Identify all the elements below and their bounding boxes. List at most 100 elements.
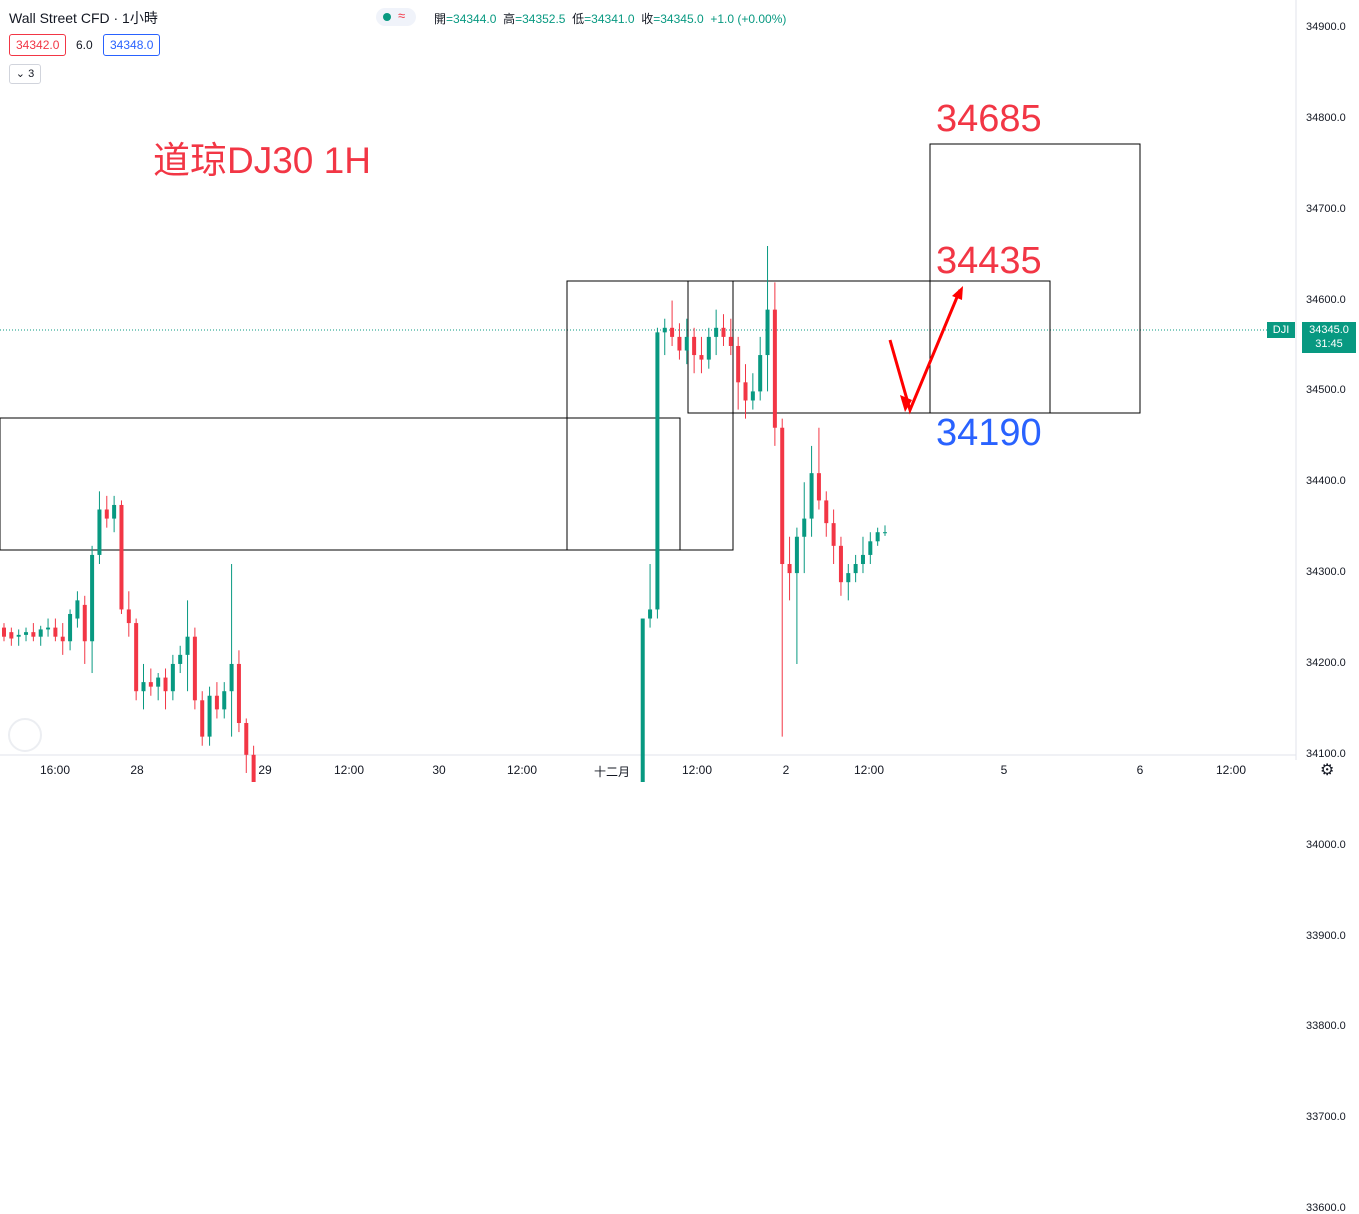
current-price: 34345.0 (1309, 324, 1349, 336)
chevron-down-icon: ⌄ (15, 68, 26, 80)
time-axis-label: 2 (782, 763, 790, 777)
candle-body (229, 663, 234, 692)
candle-body (192, 636, 197, 701)
candle-body (200, 700, 205, 737)
candle-body (236, 663, 241, 724)
candle-body (163, 677, 168, 692)
sell-price-button[interactable]: 34342.0 (9, 34, 67, 56)
candle-body (853, 564, 858, 574)
candle-body (875, 532, 880, 542)
candle-body (816, 473, 821, 501)
candle-body (60, 636, 65, 642)
low-value: =34341.0 (584, 12, 635, 26)
candle-body (706, 336, 711, 360)
drawing-rectangle-2 (687, 280, 1051, 414)
buy-price-button[interactable]: 34348.0 (103, 34, 161, 56)
price-axis-label: 34400.0 (1306, 475, 1346, 488)
candle-body (112, 504, 117, 519)
price-axis-label: 34500.0 (1306, 384, 1346, 397)
high-label: 高 (503, 12, 516, 26)
candle-body (38, 629, 43, 637)
time-axis-label: 12:00 (333, 763, 365, 777)
candle-body (251, 754, 256, 782)
current-price-tag: 34345.0 31:45 (1302, 322, 1356, 353)
candle-body (222, 691, 227, 710)
time-axis-label: 6 (1136, 763, 1144, 777)
candle-body (758, 355, 763, 392)
price-axis-label: 33600.0 (1306, 1202, 1346, 1214)
candle-body (126, 609, 131, 624)
candle-body (699, 355, 704, 360)
drawing-rectangle-0 (0, 417, 681, 551)
close-value: =34345.0 (653, 12, 704, 26)
open-value: =34344.0 (446, 12, 497, 26)
market-open-icon (383, 13, 391, 21)
candle-body (824, 500, 829, 524)
candle-body (119, 504, 124, 610)
price-axis-label: 34600.0 (1306, 293, 1346, 306)
candle-body (141, 682, 146, 692)
candle-body (640, 618, 645, 782)
price-axis-label: 33700.0 (1306, 1111, 1346, 1124)
candle-body (207, 695, 212, 737)
candle-body (714, 327, 719, 337)
price-axis-label: 34000.0 (1306, 838, 1346, 851)
candle-body (178, 654, 183, 664)
candle-body (90, 554, 95, 642)
drawing-rectangle-1 (566, 280, 734, 551)
candle-body (787, 564, 792, 574)
candle-body (16, 634, 21, 637)
candle-body (772, 309, 777, 428)
candle-body (692, 336, 697, 356)
spread-value: 6.0 (76, 38, 93, 52)
candle-body (75, 600, 80, 619)
candle-body (134, 623, 139, 692)
price-chart[interactable] (0, 0, 1359, 782)
time-axis-label: 5 (1000, 763, 1008, 777)
time-axis-label: 12:00 (681, 763, 713, 777)
target-low-label[interactable]: 34190 (936, 412, 1042, 454)
candle-body (9, 632, 14, 639)
candle-body (780, 427, 785, 565)
target-mid-label[interactable]: 34435 (936, 240, 1042, 282)
candle-body (677, 336, 682, 351)
price-axis-label: 34700.0 (1306, 202, 1346, 215)
candle-body (148, 682, 153, 687)
candle-body (684, 336, 689, 351)
data-mode-icon: ≈ (398, 8, 406, 23)
target-high-label[interactable]: 34685 (936, 98, 1042, 140)
price-axis-label: 34900.0 (1306, 21, 1346, 33)
candle-body (846, 573, 851, 583)
change-value: +1.0 (+0.00%) (710, 12, 787, 26)
candle-body (743, 382, 748, 401)
candle-body (802, 518, 807, 537)
candle-body (662, 327, 667, 333)
candle-body (244, 723, 249, 755)
candle-body (809, 473, 814, 519)
candle-body (68, 613, 73, 642)
symbol-label[interactable]: Wall Street CFD · 1小時 (9, 10, 158, 26)
symbol-tag: DJI (1267, 322, 1295, 338)
time-axis-label: 29 (258, 763, 272, 777)
candle-body (2, 627, 6, 637)
settings-icon[interactable]: ⚙ (1320, 762, 1335, 779)
candle-body (648, 609, 653, 619)
chart-annotation-title[interactable]: 道琼DJ30 1H (153, 140, 371, 181)
indicator-count: 3 (28, 68, 35, 80)
candle-body (765, 309, 770, 356)
time-axis-label: 12:00 (853, 763, 885, 777)
tradingview-logo[interactable] (8, 718, 42, 752)
candle-body (721, 327, 726, 337)
candle-body (838, 545, 843, 583)
candle-body (728, 336, 733, 346)
candle-body (750, 391, 755, 401)
candle-body (46, 627, 51, 630)
bar-countdown: 31:45 (1315, 338, 1343, 350)
time-axis-label: 30 (432, 763, 446, 777)
arrow-head-up-icon (952, 286, 963, 300)
time-axis-label: 12:00 (1215, 763, 1247, 777)
indicators-toggle[interactable]: ⌄ 3 (9, 64, 41, 84)
time-axis-label: 16:00 (39, 763, 71, 777)
time-axis-label: 12:00 (506, 763, 538, 777)
market-status-pill[interactable]: ≈ (376, 8, 416, 26)
